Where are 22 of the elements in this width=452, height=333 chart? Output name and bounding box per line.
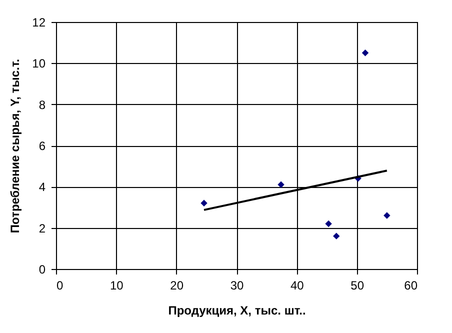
y-tick-label: 12 <box>32 16 46 30</box>
x-tick-label: 40 <box>290 278 304 292</box>
x-tick-label: 10 <box>110 278 124 292</box>
y-tick-label: 2 <box>38 221 46 236</box>
y-tick-label: 0 <box>38 262 46 276</box>
x-tick-label: 20 <box>170 278 184 292</box>
y-tick-label: 10 <box>32 56 46 71</box>
point <box>333 232 340 240</box>
x-tick-label: 30 <box>230 278 244 292</box>
point <box>200 200 208 206</box>
x-tick-label: 50 <box>350 278 364 292</box>
point <box>325 220 332 228</box>
y-axis-title: Потребление сырья, Y, тыс.т. <box>8 58 22 234</box>
point <box>384 212 390 219</box>
point <box>278 181 284 188</box>
x-axis-title: Продукция, X, тыс. шт.. <box>168 304 306 318</box>
y-tick-label: 8 <box>38 98 46 112</box>
x-tick-label: 0 <box>56 278 64 292</box>
point <box>362 50 369 56</box>
x-tick-label: 60 <box>404 278 418 292</box>
y-tick-label: 4 <box>38 180 46 194</box>
y-tick-label: 6 <box>38 139 46 153</box>
